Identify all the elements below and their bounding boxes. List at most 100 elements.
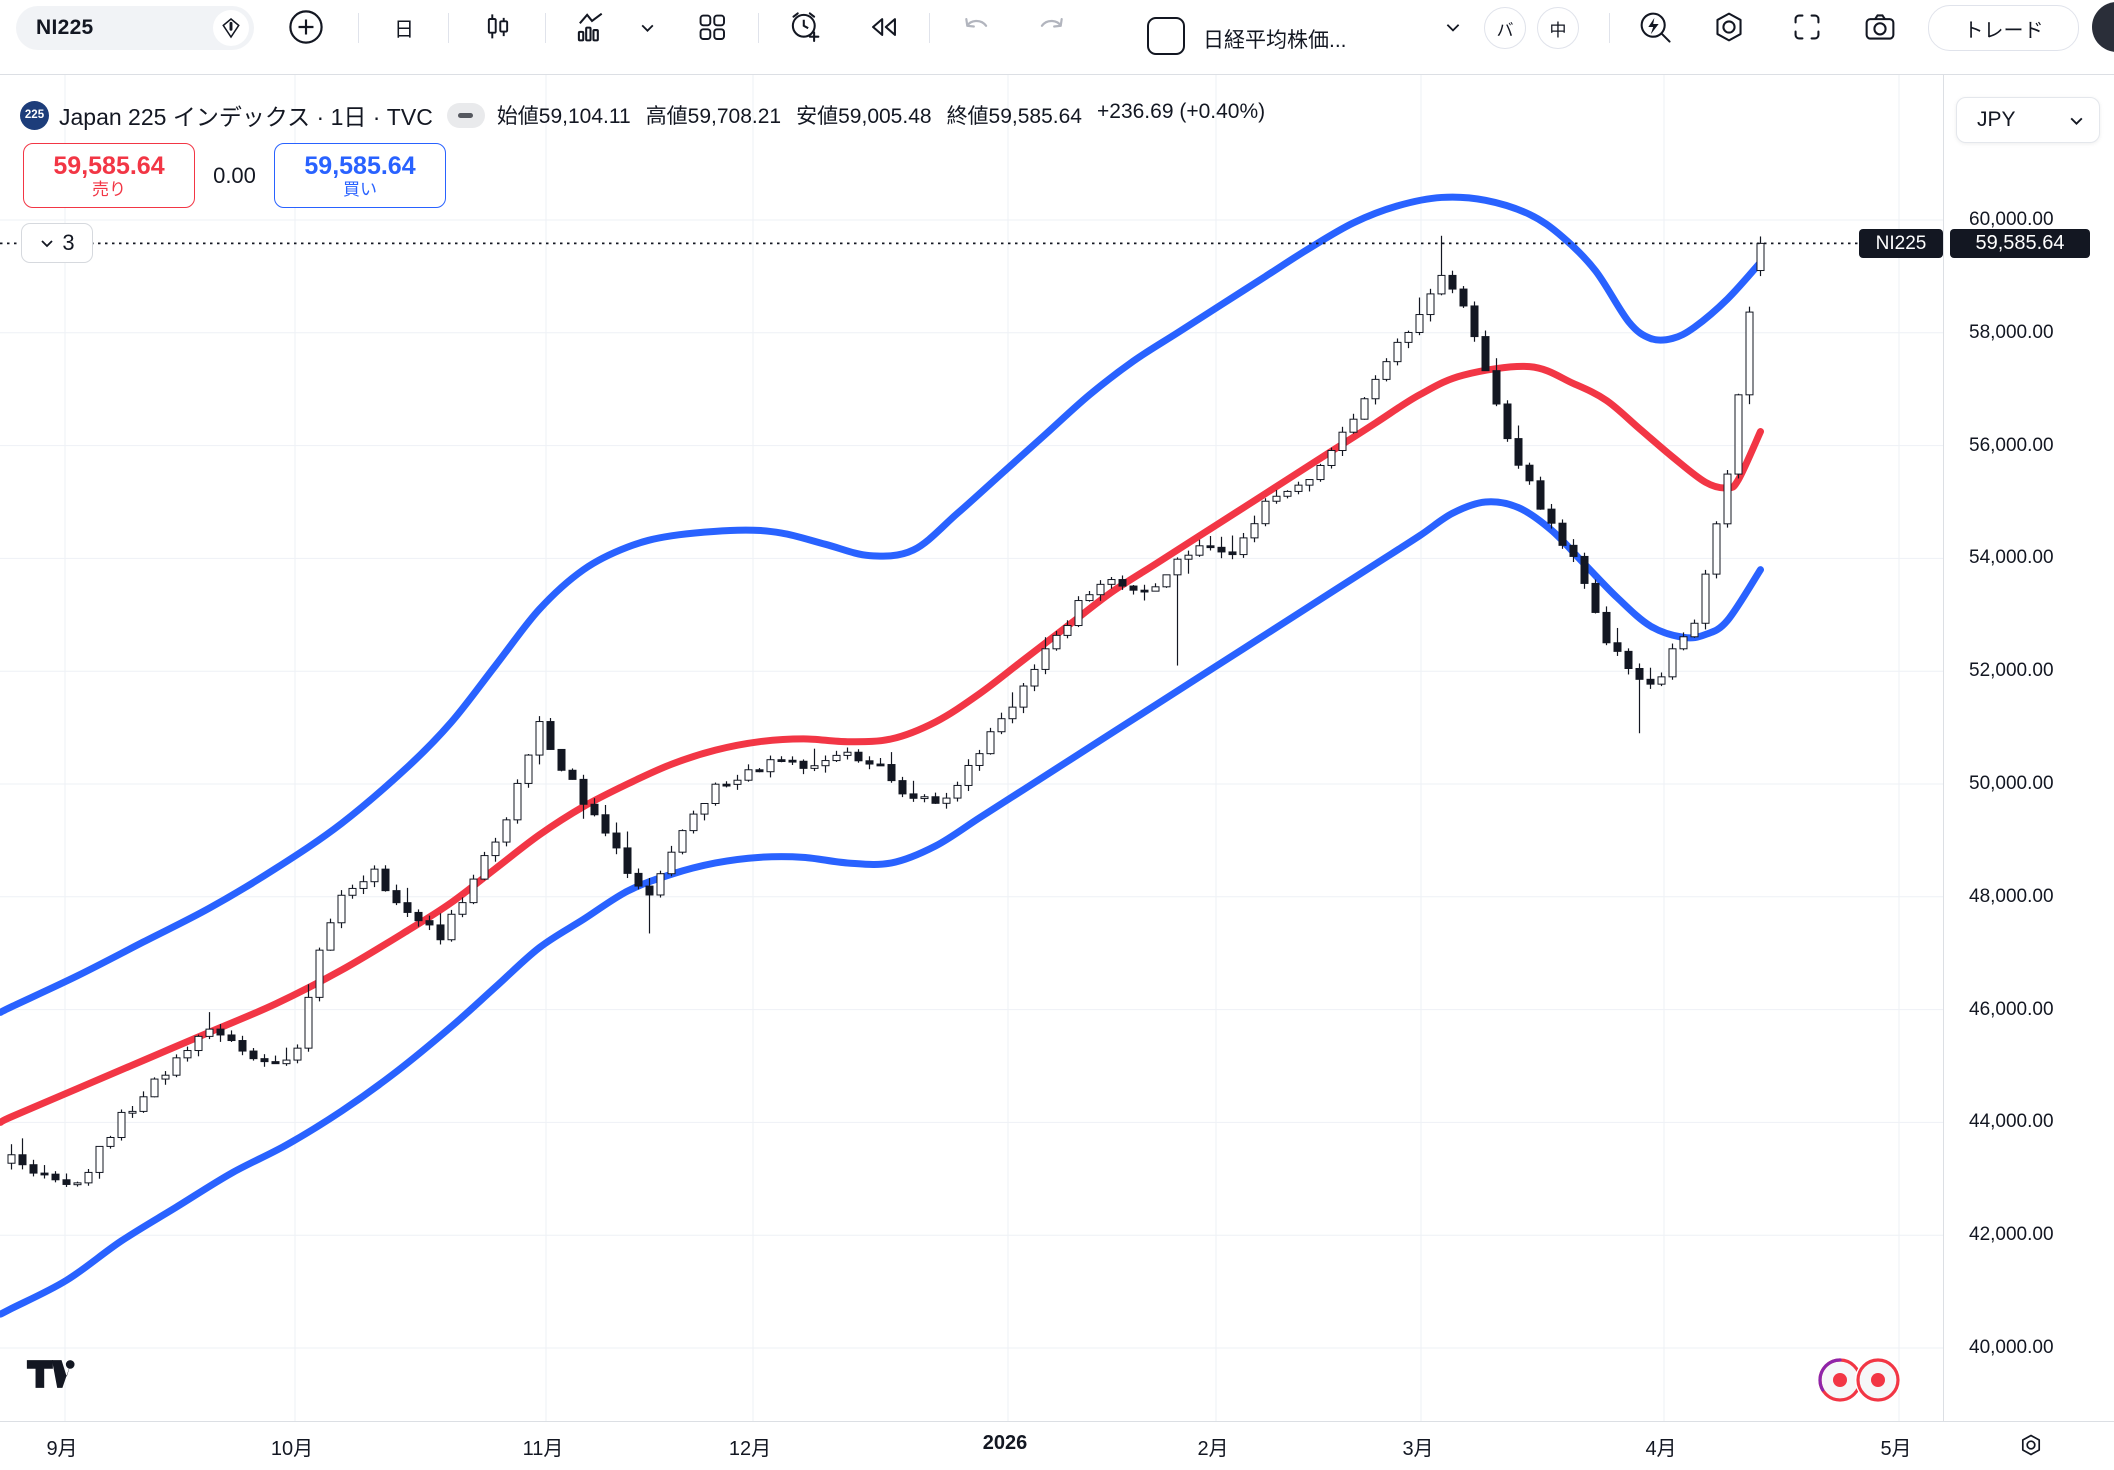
chevron-down-icon [641, 24, 653, 32]
buy-button[interactable]: 59,585.64 買い [274, 143, 446, 208]
toolbar-separator [758, 13, 759, 43]
legend-more-button[interactable] [446, 102, 485, 128]
time-tick-label: 2026 [982, 1432, 1028, 1454]
price-tick-label: 48,000.00 [1969, 885, 2054, 907]
watchlist-symbol-checkbox[interactable] [1147, 17, 1185, 55]
price-tick-label: 52,000.00 [1969, 660, 2054, 682]
spread-value: 0.00 [213, 162, 256, 188]
indicators-menu-chevron[interactable] [634, 7, 660, 47]
buy-price: 59,585.64 [304, 151, 416, 180]
currency-label: JPY [1977, 108, 2016, 131]
fullscreen-button[interactable] [1787, 7, 1827, 47]
time-tick-label: 11月 [522, 1438, 564, 1460]
ohlc-item: 安値59,005.48 [796, 105, 932, 128]
fullscreen-brackets-icon [1794, 14, 1820, 40]
trade-button-label: トレード [1963, 19, 2044, 42]
data-source-icon[interactable] [213, 10, 249, 46]
price-tick-label: 58,000.00 [1969, 321, 2054, 343]
axis-settings-gear-icon[interactable] [2017, 1431, 2045, 1459]
user-avatar[interactable] [2092, 2, 2114, 52]
price-tick-label: 54,000.00 [1969, 547, 2054, 569]
legend-ohlc-values: 始値59,104.11 高値59,708.21 安値59,005.48 終値59,58… [497, 100, 1265, 130]
buy-label: 買い [343, 179, 377, 199]
time-tick-label: 10月 [270, 1438, 314, 1460]
layout-grid-button[interactable] [692, 7, 732, 47]
tradingview-logo[interactable] [26, 1354, 78, 1399]
chart-style-button[interactable] [478, 7, 518, 47]
toolbar-separator [358, 13, 359, 43]
toolbar-separator [1609, 13, 1610, 43]
legend-title[interactable]: Japan 225 インデックス · 1日 · TVC [59, 104, 433, 130]
watchlist-symbol-chevron[interactable] [1438, 7, 1468, 47]
interval-button[interactable]: 日 [384, 7, 424, 47]
price-tick-label: 44,000.00 [1969, 1111, 2054, 1133]
price-tick-label: 60,000.00 [1969, 209, 2054, 230]
chevron-down-icon [41, 240, 54, 248]
ohlc-item: 終値59,585.64 [946, 105, 1082, 128]
quick-search-button[interactable] [1635, 7, 1675, 47]
toolbar-separator [545, 13, 546, 43]
hidden-items-count: 3 [62, 230, 75, 255]
redo-arrow-icon [1040, 18, 1063, 28]
sell-button[interactable]: 59,585.64 売り [23, 143, 195, 208]
currency-selector[interactable]: JPY [1956, 97, 2100, 143]
screenshot-button[interactable] [1860, 7, 1900, 47]
sell-label: 売り [92, 179, 126, 199]
font-size-small-label: バ [1496, 20, 1514, 40]
highlight-bubbles[interactable] [1806, 1352, 1910, 1413]
price-line-symbol-tag: NI225 [1859, 229, 1943, 258]
toolbar-separator [929, 13, 930, 43]
grid-lines [0, 75, 1943, 1421]
font-size-medium-button[interactable]: 中 [1537, 7, 1579, 49]
time-tick-label: 12月 [728, 1438, 772, 1460]
chart-settings-button[interactable] [1709, 7, 1749, 47]
interval-label: 日 [394, 18, 414, 41]
symbol-search-button[interactable]: NI225 [16, 6, 254, 50]
redo-button[interactable] [1031, 7, 1071, 47]
chevron-down-icon [1446, 24, 1460, 32]
order-panel: 59,585.64 売り 0.00 59,585.64 買い [23, 143, 446, 208]
create-alert-button[interactable] [785, 7, 825, 47]
change-value: +236.69 (+0.40%) [1097, 100, 1266, 123]
band-lower[interactable] [0, 498, 1764, 1318]
trade-button[interactable]: トレード [1928, 5, 2079, 51]
top-toolbar: NI225 日 [0, 0, 2114, 75]
lightning-search-icon [1640, 12, 1671, 43]
price-axis[interactable]: 60,000.00 58,000.00 56,000.00 54,000.00 52,0… [1943, 75, 2114, 1421]
sell-price: 59,585.64 [53, 151, 165, 180]
chart-legend: 225 Japan 225 インデックス · 1日 · TVC 始値59,104… [20, 98, 1265, 132]
band-basis[interactable] [0, 362, 1764, 1126]
ohlc-item: 高値59,708.21 [645, 105, 782, 128]
band-upper[interactable] [0, 193, 1764, 1016]
price-tick-label: 42,000.00 [1969, 1224, 2054, 1246]
compare-add-symbol-button[interactable] [286, 7, 326, 47]
alert-clock-plus-icon [791, 12, 820, 42]
indicators-icon [577, 12, 603, 42]
price-line-value-tag: 59,585.64 [1950, 229, 2090, 258]
time-tick-label: 2月 [1197, 1438, 1229, 1460]
bollinger-bands [0, 193, 1764, 1318]
chevron-down-icon [2070, 117, 2083, 125]
time-tick-label: 5月 [1880, 1438, 1912, 1460]
candlestick-icon [487, 14, 509, 39]
symbol-logo-badge: 225 [20, 100, 49, 130]
bar-replay-button[interactable] [864, 7, 904, 47]
ohlc-item: 始値59,104.11 [496, 105, 631, 128]
grid-layout-icon [699, 14, 725, 40]
replay-rewind-icon [872, 18, 896, 36]
time-axis[interactable]: 9月 10月 11月 12月 2026 2月 3月 4月 5月 [0, 1421, 2114, 1470]
price-tick-label: 46,000.00 [1969, 998, 2054, 1020]
price-tick-label: 50,000.00 [1969, 773, 2054, 794]
indicators-button[interactable] [572, 7, 612, 47]
watchlist-symbol-label[interactable]: 日経平均株価... [1203, 29, 1347, 52]
time-tick-label: 4月 [1645, 1438, 1677, 1460]
toolbar-separator [448, 13, 449, 43]
candles[interactable] [7, 235, 1765, 1187]
undo-button[interactable] [957, 7, 997, 47]
undo-arrow-icon [965, 18, 988, 28]
price-tick-label: 40,000.00 [1969, 1337, 2054, 1358]
objects-collapse-button[interactable]: 3 [21, 223, 93, 263]
font-size-small-button[interactable]: バ [1484, 7, 1526, 49]
